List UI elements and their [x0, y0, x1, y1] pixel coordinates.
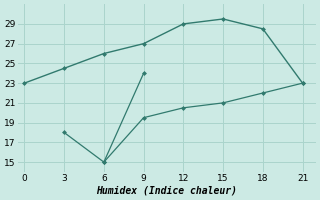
X-axis label: Humidex (Indice chaleur): Humidex (Indice chaleur) [96, 186, 237, 196]
